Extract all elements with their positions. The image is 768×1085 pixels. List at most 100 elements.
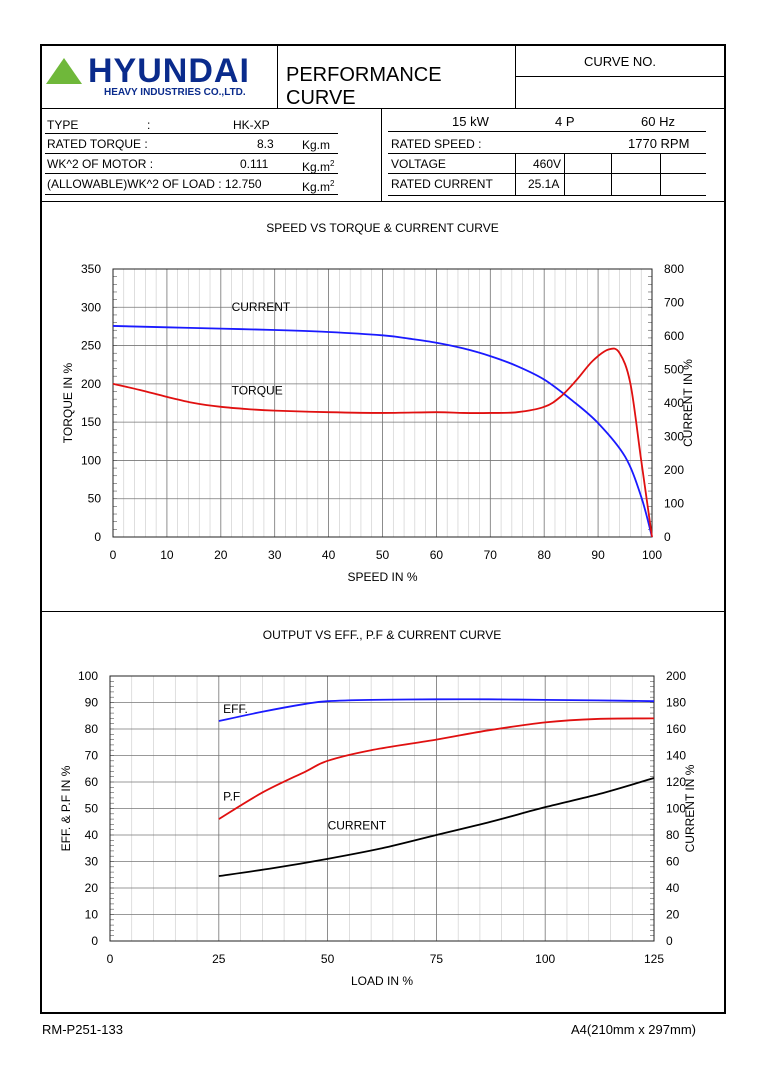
x-tick-label: 125: [644, 952, 664, 966]
x-tick-label: 0: [107, 952, 114, 966]
y2-tick-label: 600: [664, 329, 684, 343]
y-tick-label: 90: [85, 696, 99, 710]
x-tick-label: 50: [376, 548, 390, 562]
y-tick-label: 0: [94, 530, 101, 544]
x-tick-label: 0: [110, 548, 117, 562]
divider: [45, 153, 338, 154]
x-tick-label: 30: [268, 548, 282, 562]
logo-block: HYUNDAI HEAVY INDUSTRIES CO.,LTD.: [40, 44, 278, 108]
series-line-torque: [112, 347, 653, 538]
x-tick-label: 25: [212, 952, 226, 966]
y-tick-label: 20: [85, 881, 99, 895]
x-tick-label: 100: [535, 952, 555, 966]
y-tick-label: 200: [81, 377, 101, 391]
rated-torque-label: RATED TORQUE :: [47, 137, 148, 151]
divider: [40, 108, 726, 109]
y-tick-label: 10: [85, 908, 99, 922]
rated-current-label: RATED CURRENT: [391, 177, 493, 191]
y2-tick-label: 300: [664, 430, 684, 444]
y2-tick-label: 60: [666, 855, 680, 869]
y-tick-label: 0: [91, 934, 98, 948]
divider: [381, 108, 382, 201]
y2-tick-label: 140: [666, 749, 686, 763]
page-title: PERFORMANCE CURVE: [286, 64, 442, 109]
y-tick-label: 70: [85, 749, 99, 763]
y-tick-label: 30: [85, 855, 99, 869]
x-tick-label: 70: [484, 548, 498, 562]
divider: [388, 131, 706, 132]
divider: [388, 195, 706, 196]
hyundai-logo-icon: [46, 58, 82, 84]
series-label: TORQUE: [232, 384, 283, 398]
voltage-label: VOLTAGE: [391, 157, 446, 171]
wk2-motor-value: 0.111: [240, 157, 269, 171]
rated-current-value: 25.1A: [528, 177, 560, 191]
y2-tick-label: 400: [664, 396, 684, 410]
series-line-eff: [218, 698, 655, 722]
paper-size: A4(210mm x 297mm): [571, 1022, 696, 1037]
output-eff-chart: OUTPUT VS EFF., P.F & CURRENT CURVE 0 25 50…: [59, 628, 697, 988]
y2-tick-label: 80: [666, 828, 680, 842]
y-tick-label: 50: [85, 802, 99, 816]
divider: [611, 154, 612, 195]
y2-tick-label: 120: [666, 775, 686, 789]
series-line-current: [218, 777, 655, 877]
wk2-motor-label: WK^2 OF MOTOR :: [47, 157, 154, 171]
y2-tick-label: 200: [664, 463, 684, 477]
y2-tick-label: 100: [666, 802, 686, 816]
series-label: CURRENT: [232, 300, 291, 314]
y2-tick-label: 700: [664, 296, 684, 310]
document-code: RM-P251-133: [42, 1022, 123, 1037]
y2-tick-label: 0: [666, 934, 673, 948]
x-tick-label: 75: [430, 952, 444, 966]
plot-frame: [109, 675, 655, 942]
x-tick-label: 10: [160, 548, 174, 562]
series-label: CURRENT: [328, 819, 387, 833]
y2-tick-label: 40: [666, 881, 680, 895]
speed-torque-chart: SPEED VS TORQUE & CURRENT CURVE 0 10 20 30 40…: [61, 221, 695, 584]
x-tick-label: 40: [322, 548, 336, 562]
plot-frame: [112, 268, 653, 538]
type-label: TYPE: [47, 118, 79, 132]
y-tick-label: 100: [81, 453, 101, 467]
series-label: EFF.: [223, 702, 248, 716]
divider: [516, 76, 726, 77]
series-line-current: [112, 325, 653, 538]
y2-axis-label: CURRENT IN %: [681, 359, 695, 447]
rated-speed-label: RATED SPEED :: [391, 137, 482, 151]
x-tick-label: 100: [642, 548, 662, 562]
y-tick-label: 100: [78, 669, 98, 683]
y-axis-label: EFF. & P.F IN %: [59, 765, 73, 851]
curve-no-label: CURVE NO.: [584, 54, 656, 69]
divider: [40, 201, 726, 202]
y-tick-label: 50: [88, 492, 102, 506]
y-tick-label: 350: [81, 262, 101, 276]
y2-tick-label: 0: [664, 530, 671, 544]
x-tick-label: 50: [321, 952, 335, 966]
y2-tick-label: 200: [666, 669, 686, 683]
divider: [660, 154, 661, 195]
type-value: HK-XP: [233, 118, 270, 132]
rated-torque-value: 8.3: [257, 137, 274, 151]
wk2-load-label: (ALLOWABLE)WK^2 OF LOAD : 12.750: [47, 177, 262, 191]
x-axis-label: LOAD IN %: [351, 974, 413, 988]
rated-torque-unit: Kg.m: [302, 138, 331, 152]
y-tick-label: 250: [81, 339, 101, 353]
power-value: 15 kW: [452, 114, 489, 129]
y-tick-label: 40: [85, 828, 99, 842]
y2-axis-label: CURRENT IN %: [683, 764, 697, 852]
y-axis-label: TORQUE IN %: [61, 362, 75, 443]
voltage-value: 460V: [533, 157, 562, 171]
divider: [388, 173, 706, 174]
chart-title: OUTPUT VS EFF., P.F & CURRENT CURVE: [263, 628, 502, 642]
freq-value: 60 Hz: [641, 114, 675, 129]
x-tick-label: 80: [538, 548, 552, 562]
brand-name: HYUNDAI: [88, 52, 250, 90]
x-tick-label: 60: [430, 548, 444, 562]
divider: [45, 173, 338, 174]
datasheet-frame: [40, 44, 726, 1014]
x-tick-label: 20: [214, 548, 228, 562]
series-line-pf: [218, 717, 655, 820]
y2-tick-label: 180: [666, 696, 686, 710]
rated-speed-value: 1770 RPM: [628, 136, 690, 151]
